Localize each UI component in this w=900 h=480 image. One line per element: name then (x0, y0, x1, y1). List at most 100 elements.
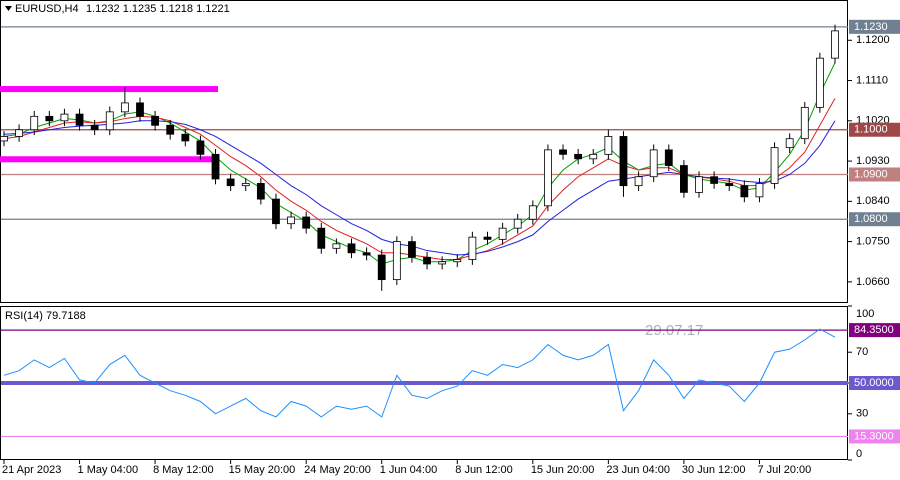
candle-body (544, 149, 552, 207)
candle-body (815, 57, 824, 108)
candle-body (619, 136, 628, 187)
y-tick-label: 100 (856, 308, 874, 320)
candle-body (347, 243, 356, 254)
y-tick-label: 1.0660 (856, 276, 890, 288)
ohlc-readout: 1.1232 1.1235 1.1218 1.1221 (86, 3, 230, 15)
candle-body (377, 254, 386, 281)
candle-body (800, 106, 809, 140)
candle-body (649, 149, 658, 178)
x-tick-label: 21 Apr 2023 (2, 464, 61, 476)
x-tick-label: 23 Jun 04:00 (606, 464, 670, 476)
y-tick-label: 0 (856, 448, 862, 460)
candle-body (770, 147, 779, 184)
y-tick-label: 1.0840 (856, 195, 890, 207)
candle-body (136, 102, 144, 117)
y-tick-label: 1.0930 (856, 155, 890, 167)
level-label-box (849, 167, 900, 182)
candle-body (362, 252, 371, 256)
candle-body (710, 176, 719, 184)
candle-body (528, 205, 537, 220)
candle-body (105, 111, 114, 131)
y-tick-label: 30 (856, 408, 868, 420)
candle-body (256, 183, 265, 200)
level-label: 84.3500 (854, 324, 894, 336)
candle-body (680, 165, 688, 193)
x-tick-label: 24 May 20:00 (304, 464, 371, 476)
x-tick-label: 8 Jun 12:00 (455, 464, 512, 476)
y-tick-label: 70 (856, 346, 868, 358)
rsi-title: RSI(14) 79.7188 (5, 310, 86, 322)
candle-body (438, 261, 447, 265)
candle-body (408, 241, 416, 258)
y-tick-label: 1.1200 (856, 34, 890, 46)
x-tick-label: 7 Jul 20:00 (757, 464, 811, 476)
price-pane (0, 0, 848, 303)
candle-body (272, 198, 280, 225)
level-label: 1.0900 (854, 168, 888, 180)
candle-body (211, 153, 220, 180)
candle-body (30, 115, 39, 131)
candle-body (15, 129, 24, 137)
candle-body (574, 153, 583, 160)
x-tick-label: 30 Jun 12:00 (682, 464, 746, 476)
candle-body (498, 227, 507, 240)
candle-body (392, 241, 401, 281)
candle-body (423, 256, 431, 265)
zone-band (0, 86, 218, 93)
level-label: 50.0000 (854, 377, 894, 389)
candle-body (166, 124, 175, 135)
candle-body (589, 153, 598, 160)
candle-body (45, 115, 54, 122)
candle-body (120, 102, 129, 113)
candle-body (332, 243, 341, 249)
candle-body (634, 176, 643, 187)
candle-body (831, 30, 839, 59)
candle-body (695, 176, 703, 193)
level-label: 1.1230 (854, 21, 888, 33)
candle-body (60, 113, 69, 122)
level-label: 1.1000 (854, 124, 888, 136)
candle-body (453, 259, 462, 263)
candle-body (75, 113, 84, 126)
x-tick-label: 1 May 04:00 (78, 464, 139, 476)
symbol-title: EURUSD,H4 (15, 3, 79, 15)
x-tick-label: 1 Jun 04:00 (380, 464, 438, 476)
x-tick-label: 15 Jun 20:00 (531, 464, 595, 476)
level-label-box (849, 122, 900, 137)
level-label-box (849, 19, 900, 34)
candle-body (317, 227, 326, 249)
level-label: 1.0800 (854, 213, 888, 225)
candle-body (604, 136, 613, 155)
candle-body (226, 178, 235, 187)
level-label-box (849, 429, 900, 444)
y-tick-label: 1.0750 (856, 236, 890, 248)
candle-body (725, 183, 734, 187)
level-label: 15.3000 (854, 430, 894, 442)
candle-body (785, 138, 794, 149)
candle-body (287, 216, 295, 225)
candle-body (468, 236, 477, 260)
candle-body (559, 149, 567, 155)
x-tick-label: 8 May 12:00 (153, 464, 214, 476)
candle-body (241, 183, 250, 187)
zone-band (0, 156, 218, 163)
rsi-line (3, 328, 836, 418)
candle-body (181, 133, 190, 142)
candle-body (302, 216, 311, 229)
candle-body (483, 236, 492, 240)
candle-body (151, 115, 159, 126)
x-tick-label: 15 May 20:00 (229, 464, 296, 476)
candle-body (513, 218, 522, 229)
candle-body (196, 140, 205, 155)
candle-body (0, 136, 8, 142)
symbol-menu-arrow[interactable] (5, 6, 12, 11)
level-label-box (849, 212, 900, 227)
level-label-box (849, 323, 900, 338)
level-label-box (849, 376, 900, 390)
candle-body (664, 149, 673, 166)
candle-body (740, 185, 749, 198)
candle-body (755, 183, 764, 198)
candle-body (90, 124, 99, 131)
y-tick-label: 1.1110 (856, 74, 888, 86)
